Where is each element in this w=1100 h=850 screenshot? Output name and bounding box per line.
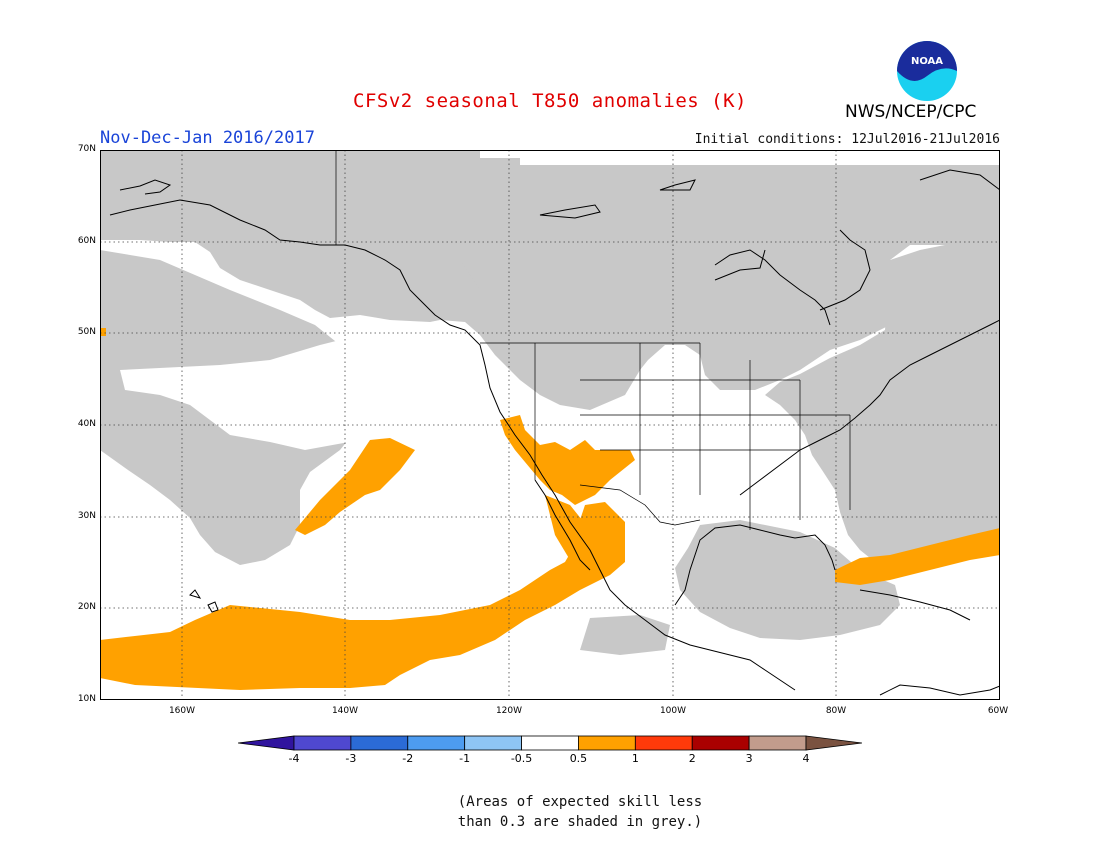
colorbar-label: 2 <box>688 752 696 765</box>
lon-label-120w: 120W <box>495 706 523 716</box>
colorbar-swatch-9 <box>748 735 807 751</box>
forecast-period: Nov-Dec-Jan 2016/2017 <box>100 128 315 148</box>
anomaly-map <box>100 150 1000 700</box>
colorbar-swatch-3 <box>407 735 466 751</box>
colorbar-swatch-1 <box>293 735 352 751</box>
lat-label-70n: 70N <box>77 144 96 154</box>
lat-label-60n: 60N <box>77 236 96 246</box>
low-skill-grey-areas <box>100 150 1000 655</box>
warm-anomaly-areas <box>100 328 1000 690</box>
colorbar-label: -4 <box>288 752 300 765</box>
lat-label-40n: 40N <box>77 419 96 429</box>
colorbar-label: 4 <box>802 752 810 765</box>
colorbar-swatch-6 <box>578 735 636 751</box>
colorbar <box>238 735 862 751</box>
colorbar-label: -2 <box>402 752 414 765</box>
colorbar-label: -1 <box>459 752 471 765</box>
colorbar-swatch-8 <box>691 735 750 751</box>
colorbar-label: 1 <box>631 752 639 765</box>
lon-label-80w: 80W <box>825 706 847 716</box>
colorbar-label: -0.5 <box>510 752 533 765</box>
skill-note-line-1: (Areas of expected skill less <box>457 794 703 810</box>
lon-label-100w: 100W <box>659 706 687 716</box>
map-title: CFSv2 seasonal T850 anomalies (K) <box>353 90 747 112</box>
skill-note: (Areas of expected skill less than 0.3 a… <box>400 792 760 832</box>
agency-label: NWS/NCEP/CPC <box>845 102 977 122</box>
lat-label-50n: 50N <box>77 327 96 337</box>
political-borders <box>335 150 851 530</box>
colorbar-label: -3 <box>345 752 357 765</box>
lon-label-140w: 140W <box>331 706 359 716</box>
colorbar-swatch-7 <box>634 735 693 751</box>
lat-label-30n: 30N <box>77 511 96 521</box>
colorbar-swatch-10 <box>805 735 862 751</box>
lat-label-20n: 20N <box>77 602 96 612</box>
white-clear-areas <box>120 335 690 545</box>
skill-note-line-2: than 0.3 are shaded in grey.) <box>457 814 703 830</box>
initial-conditions: Initial conditions: 12Jul2016-21Jul2016 <box>694 132 1000 147</box>
noaa-logo: NOAA <box>897 41 957 101</box>
lon-label-160w: 160W <box>168 706 196 716</box>
lat-label-10n: 10N <box>77 694 96 704</box>
colorbar-swatch-4 <box>464 735 522 751</box>
colorbar-swatch-0 <box>238 735 295 751</box>
noaa-logo-text: NOAA <box>911 56 943 67</box>
colorbar-swatch-2 <box>350 735 409 751</box>
colorbar-label: 3 <box>745 752 753 765</box>
colorbar-label: 0.5 <box>569 752 588 765</box>
colorbar-swatch-5 <box>521 735 579 751</box>
lon-label-60w: 60W <box>987 706 1009 716</box>
